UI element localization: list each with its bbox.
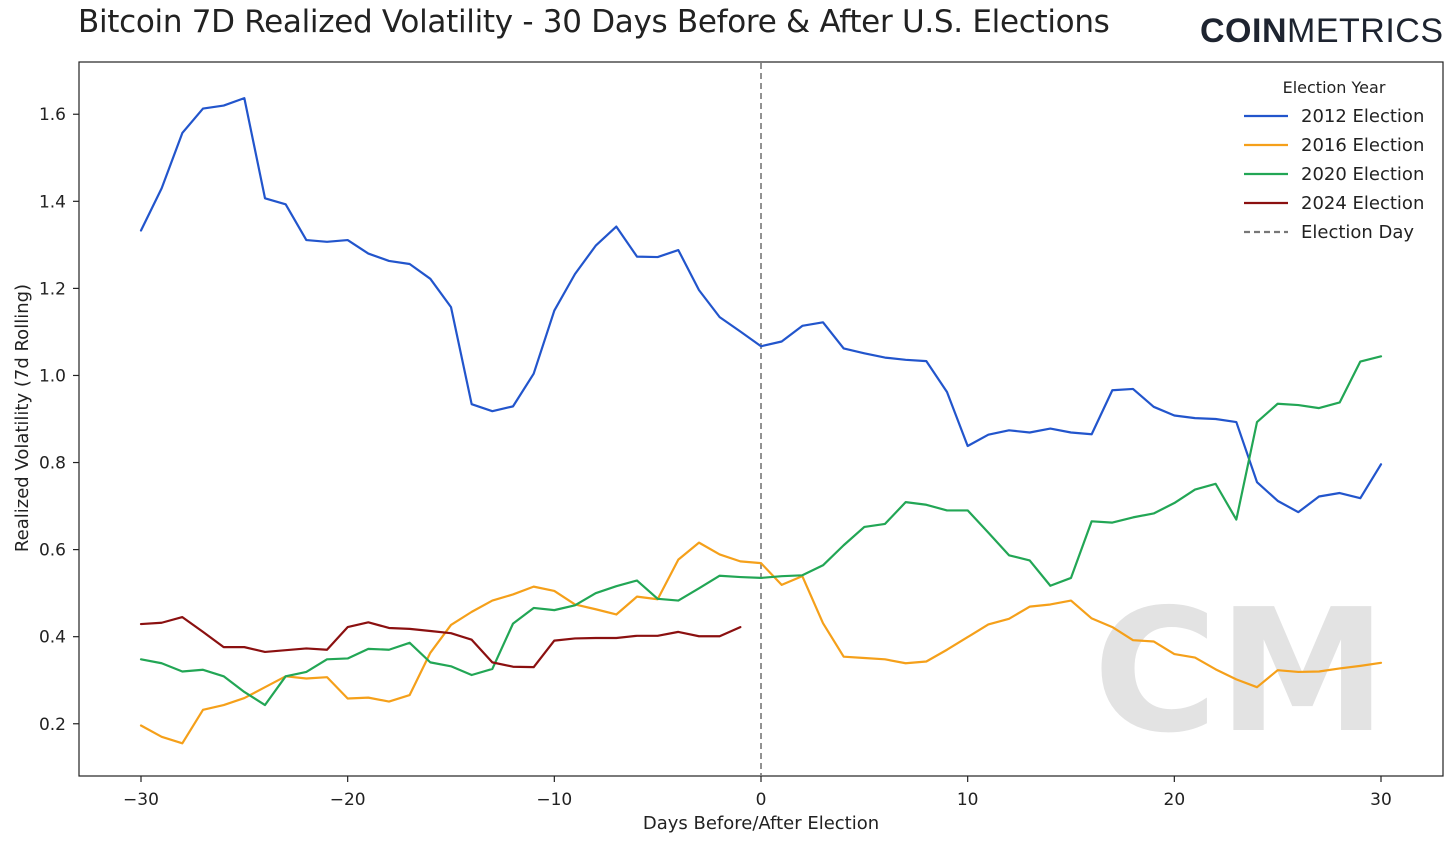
legend-entry-label: 2020 Election (1301, 164, 1424, 185)
legend-entry-label: Election Day (1301, 222, 1414, 243)
series-line-2024 (139, 615, 742, 669)
chart-title: Bitcoin 7D Realized Volatility - 30 Days… (78, 4, 1110, 40)
legend-entry-label: 2016 Election (1301, 135, 1424, 156)
cm-watermark: CM (1093, 573, 1387, 771)
series-line-2016 (139, 541, 1383, 745)
legend: Election Year 2012 Election 2016 Election 2… (1244, 78, 1424, 243)
legend-entry-label: 2012 Election (1301, 106, 1424, 127)
y-tick-label: 0.8 (39, 454, 66, 474)
series-line-2020 (139, 355, 1383, 707)
y-tick-label: 1.4 (39, 192, 66, 212)
y-tick-label: 1.6 (39, 105, 66, 125)
y-tick-label: 0.2 (39, 715, 66, 735)
x-tick-label: −10 (536, 790, 572, 810)
y-tick-label: 1.2 (39, 279, 66, 299)
x-tick-label: −20 (330, 790, 366, 810)
x-tick-label: 10 (957, 790, 979, 810)
x-tick-label: 20 (1164, 790, 1186, 810)
y-tick-label: 1.0 (39, 366, 66, 386)
watermark-text: CM (1093, 573, 1387, 771)
x-tick-label: 30 (1370, 790, 1392, 810)
y-tick-label: 0.4 (39, 628, 66, 648)
y-tick-label: 0.6 (39, 541, 66, 561)
x-tick-label: 0 (756, 790, 767, 810)
x-tick-label: −30 (123, 790, 159, 810)
x-axis-label: Days Before/After Election (643, 813, 879, 834)
legend-entry-label: 2024 Election (1301, 193, 1424, 214)
coinmetrics-logo: COINMETRICS (1200, 12, 1444, 51)
legend-title: Election Year (1283, 78, 1386, 97)
y-axis-label: Realized Volatility (7d Rolling) (12, 284, 33, 552)
series-line-2012 (139, 97, 1383, 514)
logo-metrics-text: METRICS (1287, 12, 1444, 50)
logo-coin-text: COIN (1200, 12, 1287, 50)
